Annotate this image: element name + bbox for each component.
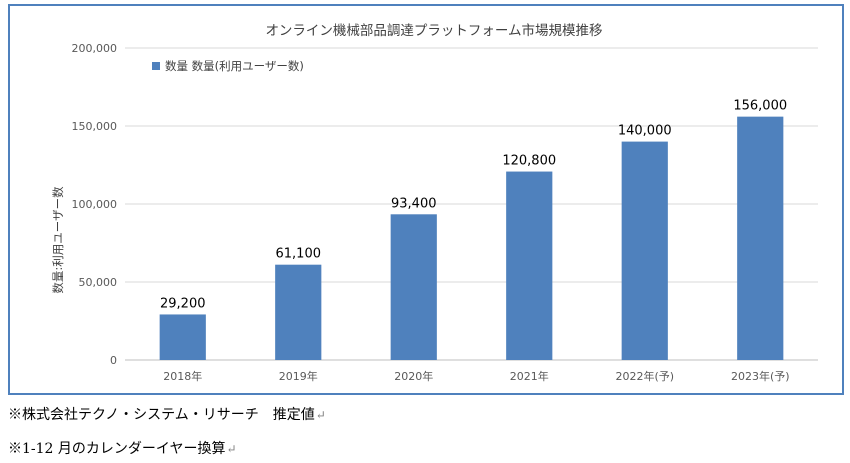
bar (737, 116, 784, 360)
note-estimate-text: ※株式会社テクノ・システム・リサーチ 推定値 (8, 407, 315, 423)
bar (159, 314, 206, 360)
y-tick-label: 150,000 (72, 120, 118, 133)
return-mark-icon: ↵ (315, 408, 326, 422)
data-label: 140,000 (618, 124, 672, 139)
y-axis-ticks: 0 50,000 100,000 150,000 200,000 (72, 42, 118, 367)
data-label: 61,100 (276, 247, 322, 262)
chart-frame: オンライン機械部品調達プラットフォーム市場規模推移 0 50,000 100,000… (8, 4, 844, 395)
legend: 数量 数量(利用ユーザー数) (152, 59, 304, 73)
chart-svg: オンライン機械部品調達プラットフォーム市場規模推移 0 50,000 100,000… (51, 22, 818, 383)
note-estimate: ※株式会社テクノ・システム・リサーチ 推定値↵ (8, 404, 326, 424)
data-label: 29,200 (160, 296, 206, 311)
note-calendar-year: ※1-12 月のカレンダーイヤー換算↵ (8, 438, 237, 458)
note-calendar-year-text: ※1-12 月のカレンダーイヤー換算 (8, 441, 226, 457)
x-axis-ticks: 2018年 2019年 2020年 2021年 2022年(予) 2023年(予) (163, 369, 789, 383)
x-tick-label: 2020年 (394, 369, 433, 383)
data-labels: 29,200 61,100 93,400 120,800 140,000 156,000 (160, 99, 787, 312)
legend-label: 数量 数量(利用ユーザー数) (165, 59, 304, 73)
x-tick-label: 2021年 (510, 369, 549, 383)
return-mark-icon: ↵ (226, 442, 237, 456)
data-label: 120,800 (502, 154, 556, 169)
x-tick-label: 2022年(予) (615, 369, 674, 383)
gridlines (125, 47, 818, 361)
y-tick-label: 100,000 (72, 198, 118, 211)
y-tick-label: 200,000 (72, 42, 118, 55)
x-tick-label: 2023年(予) (731, 369, 790, 383)
legend-swatch (152, 62, 160, 70)
bar (275, 264, 322, 360)
data-label: 156,000 (733, 99, 787, 114)
bar (390, 214, 437, 360)
bars (159, 116, 784, 360)
chart-title: オンライン機械部品調達プラットフォーム市場規模推移 (265, 22, 602, 39)
bar (506, 171, 553, 360)
x-tick-label: 2018年 (163, 369, 202, 383)
x-tick-label: 2019年 (279, 369, 318, 383)
y-axis-label: 数量:利用ユーザー数 (51, 186, 65, 294)
data-label: 93,400 (391, 196, 437, 211)
y-tick-label: 50,000 (79, 276, 118, 289)
y-tick-label: 0 (110, 354, 117, 367)
bar (621, 141, 668, 360)
